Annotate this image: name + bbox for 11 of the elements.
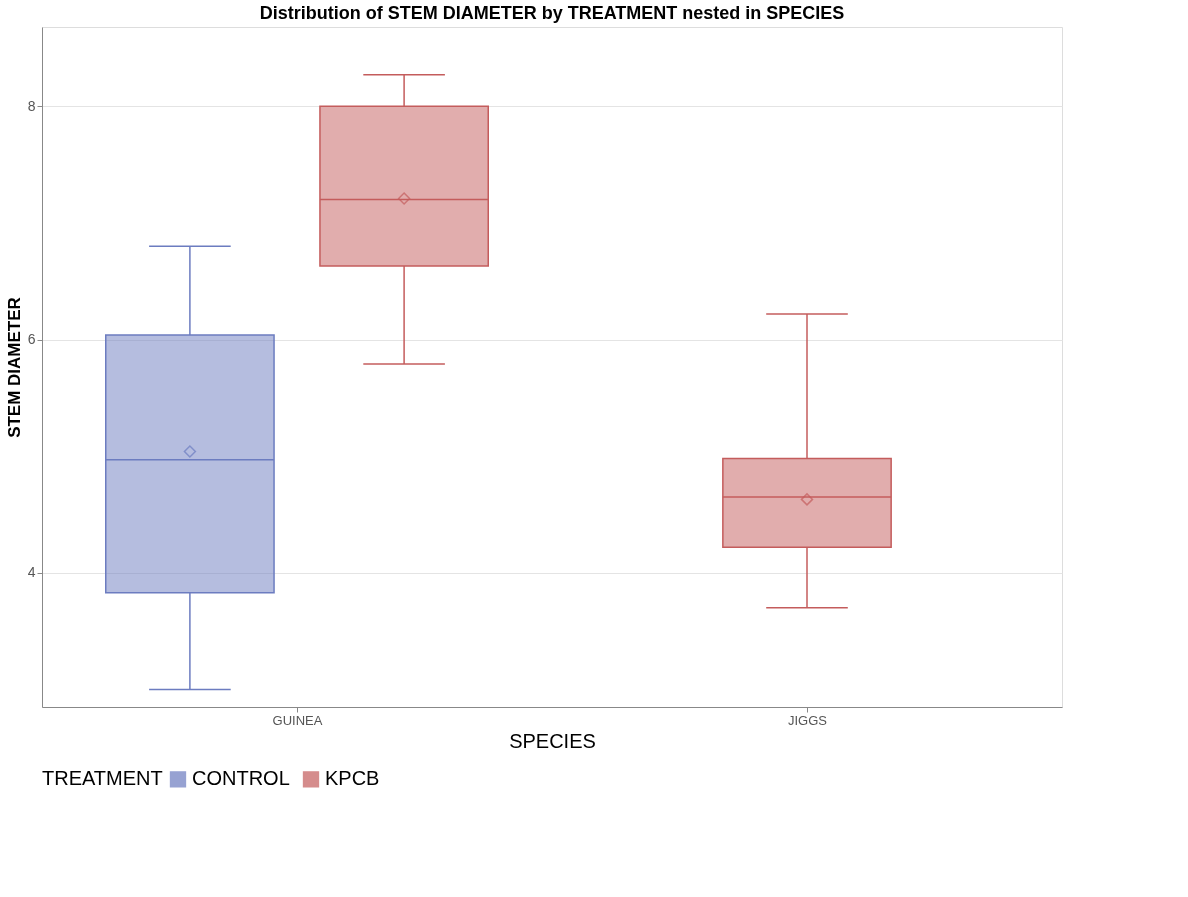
x-axis-title: SPECIES — [509, 729, 596, 752]
x-tick-label: GUINEA — [272, 712, 323, 728]
y-tick-label: 8 — [27, 97, 36, 114]
legend-title: TREATMENT — [42, 767, 163, 789]
chart-title: Distribution of STEM DIAMETER by TREATMENT nested in SPECIES — [259, 3, 845, 23]
y-tick-label: 4 — [27, 564, 36, 581]
y-axis-title: STEM DIAMETER — [4, 297, 24, 438]
y-tick-label: 6 — [27, 331, 36, 348]
legend-label: KPCB — [325, 767, 380, 790]
x-tick-label: JIGGS — [787, 712, 828, 728]
legend-label: CONTROL — [192, 767, 290, 790]
